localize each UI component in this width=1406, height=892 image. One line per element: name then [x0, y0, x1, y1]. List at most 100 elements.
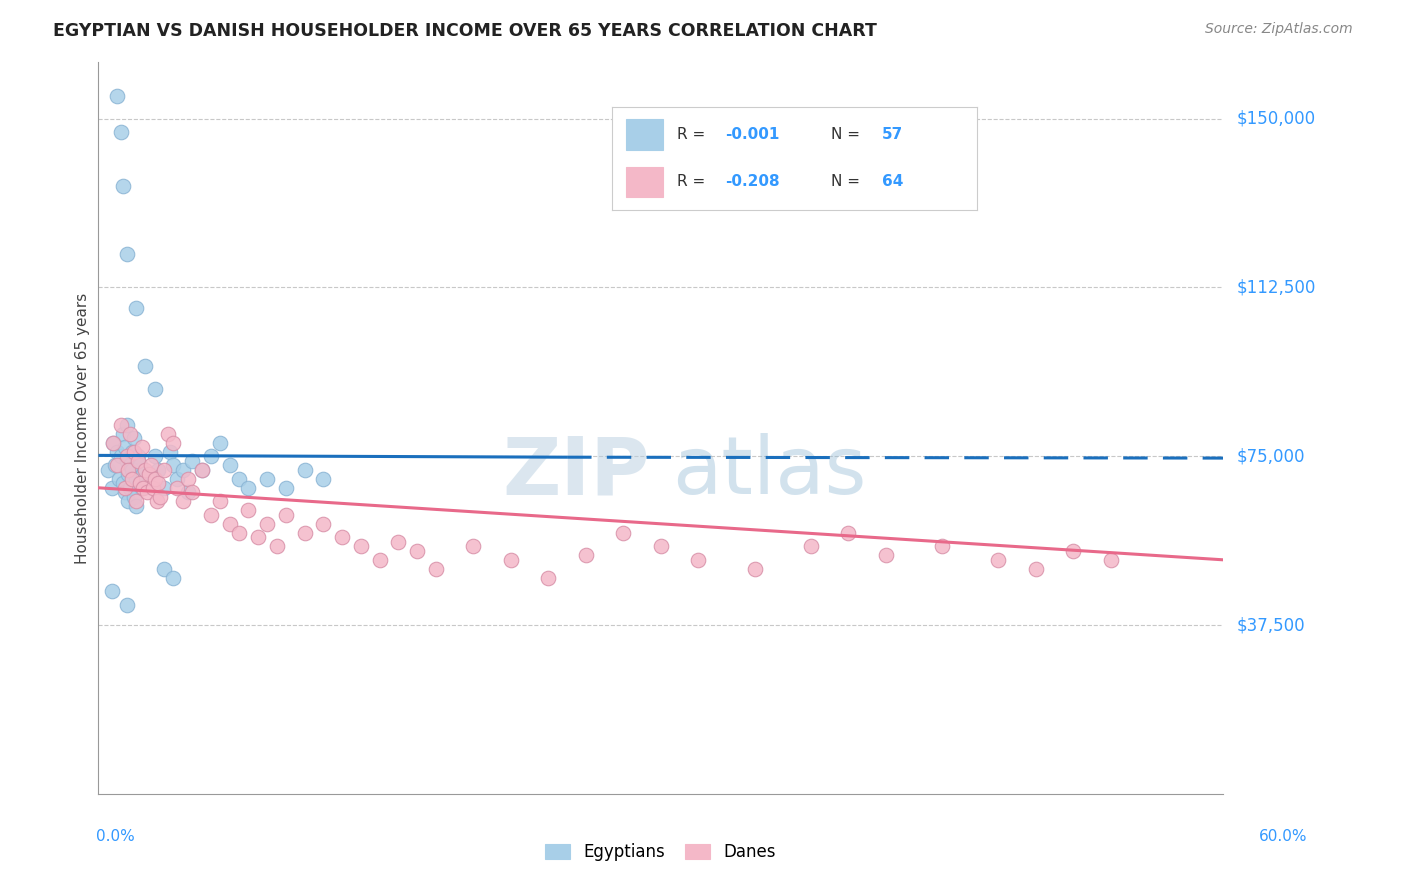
Text: N =: N =: [831, 175, 865, 189]
Point: [800, 539, 823, 553]
Point: [114, 481, 136, 495]
Point: [162, 458, 184, 473]
Point: [105, 458, 128, 473]
Text: $37,500: $37,500: [1237, 616, 1306, 634]
Point: [127, 450, 149, 464]
Point: [209, 435, 232, 450]
Text: -0.208: -0.208: [725, 175, 779, 189]
Point: [177, 485, 200, 500]
Point: [1099, 553, 1122, 567]
Point: [368, 553, 391, 567]
Point: [132, 467, 155, 482]
Point: [125, 499, 148, 513]
Point: [117, 494, 139, 508]
Point: [111, 476, 134, 491]
Point: [121, 472, 143, 486]
Point: [256, 516, 278, 531]
Point: [100, 481, 122, 495]
Point: [108, 472, 131, 486]
Point: [117, 467, 139, 482]
Point: [837, 525, 859, 540]
Point: [125, 301, 148, 315]
Point: [120, 426, 142, 441]
Point: [190, 463, 212, 477]
Point: [246, 530, 269, 544]
Point: [688, 553, 710, 567]
Point: [1025, 562, 1047, 576]
Point: [218, 458, 240, 473]
Point: [200, 450, 222, 464]
Point: [115, 246, 138, 260]
Point: [274, 481, 297, 495]
Text: R =: R =: [678, 128, 710, 142]
Point: [142, 481, 165, 495]
Point: [131, 481, 153, 495]
Point: [1062, 544, 1084, 558]
Point: [125, 472, 148, 486]
Text: N =: N =: [831, 128, 865, 142]
Point: [153, 481, 176, 495]
Point: [117, 463, 139, 477]
Point: [499, 553, 522, 567]
Point: [110, 125, 132, 139]
Point: [931, 539, 953, 553]
Point: [139, 458, 162, 473]
Point: [387, 534, 409, 549]
Text: EGYPTIAN VS DANISH HOUSEHOLDER INCOME OVER 65 YEARS CORRELATION CHART: EGYPTIAN VS DANISH HOUSEHOLDER INCOME OV…: [53, 22, 877, 40]
Legend: Egyptians, Danes: Egyptians, Danes: [537, 835, 785, 870]
Text: $112,500: $112,500: [1237, 278, 1316, 296]
Point: [166, 481, 188, 495]
Point: [148, 476, 170, 491]
Point: [148, 463, 170, 477]
Point: [128, 476, 150, 491]
Point: [149, 490, 172, 504]
Point: [111, 179, 134, 194]
Point: [987, 553, 1010, 567]
Text: 64: 64: [882, 175, 904, 189]
Bar: [626, 167, 662, 197]
Point: [122, 431, 145, 445]
Point: [127, 454, 149, 468]
Point: [463, 539, 485, 553]
Text: 0.0%: 0.0%: [96, 830, 135, 844]
Point: [145, 494, 167, 508]
Text: $150,000: $150,000: [1237, 110, 1316, 128]
Point: [122, 490, 145, 504]
Point: [153, 562, 176, 576]
Point: [875, 549, 897, 563]
Point: [114, 485, 136, 500]
Point: [128, 458, 150, 473]
Point: [406, 544, 429, 558]
Point: [104, 458, 127, 473]
Point: [612, 525, 634, 540]
Point: [312, 516, 335, 531]
Point: [172, 494, 194, 508]
Point: [350, 539, 373, 553]
Point: [266, 539, 288, 553]
Point: [238, 481, 260, 495]
Point: [294, 463, 316, 477]
Point: [228, 525, 250, 540]
Text: ZIP: ZIP: [502, 433, 650, 511]
Point: [111, 426, 134, 441]
Point: [274, 508, 297, 522]
Point: [238, 503, 260, 517]
Point: [103, 435, 125, 450]
Bar: [626, 120, 662, 150]
Text: 57: 57: [882, 128, 904, 142]
Point: [156, 426, 179, 441]
Point: [200, 508, 222, 522]
Point: [650, 539, 672, 553]
Point: [218, 516, 240, 531]
Point: [575, 549, 598, 563]
Point: [138, 467, 160, 482]
Point: [162, 571, 184, 585]
Point: [190, 463, 212, 477]
Point: [125, 494, 148, 508]
Text: R =: R =: [678, 175, 710, 189]
Point: [143, 472, 166, 486]
Point: [105, 444, 128, 458]
Point: [172, 463, 194, 477]
Point: [121, 444, 143, 458]
Point: [425, 562, 447, 576]
